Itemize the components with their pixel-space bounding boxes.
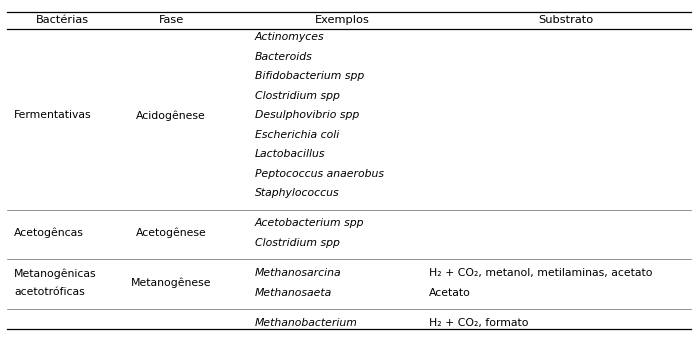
Text: Actinomyces: Actinomyces [255,32,325,42]
Text: Acetobacterium spp: Acetobacterium spp [255,218,364,228]
Text: Substrato: Substrato [537,15,593,25]
Text: Methanosaeta: Methanosaeta [255,287,332,298]
Text: Escherichia coli: Escherichia coli [255,130,339,140]
Text: Lactobacillus: Lactobacillus [255,149,325,159]
Text: Desulphovibrio spp: Desulphovibrio spp [255,110,359,120]
Text: Metanogênese: Metanogênese [131,277,211,288]
Text: Acetogênese: Acetogênese [135,228,207,239]
Text: H₂ + CO₂, formato: H₂ + CO₂, formato [429,317,529,328]
Text: Staphylococcus: Staphylococcus [255,188,339,198]
Text: Bacteroids: Bacteroids [255,52,313,62]
Text: Fase: Fase [158,15,184,25]
Text: Methanobacterium: Methanobacterium [255,317,357,328]
Text: Metanogênicas: Metanogênicas [14,269,96,279]
Text: Peptococcus anaerobus: Peptococcus anaerobus [255,169,384,179]
Text: Clostridium spp: Clostridium spp [255,91,340,101]
Text: acetotróficas: acetotróficas [14,286,84,297]
Text: Acidogênese: Acidogênese [136,110,206,121]
Text: Acetogêncas: Acetogêncas [14,228,84,239]
Text: Clostridium spp: Clostridium spp [255,238,340,248]
Text: H₂ + CO₂, metanol, metilaminas, acetato: H₂ + CO₂, metanol, metilaminas, acetato [429,268,653,278]
Text: Exemplos: Exemplos [315,15,369,25]
Text: Bactérias: Bactérias [36,15,89,25]
Text: Acetato: Acetato [429,287,471,298]
Text: Bifidobacterium spp: Bifidobacterium spp [255,71,364,81]
Text: Fermentativas: Fermentativas [14,110,91,120]
Text: Methanosarcina: Methanosarcina [255,268,341,278]
